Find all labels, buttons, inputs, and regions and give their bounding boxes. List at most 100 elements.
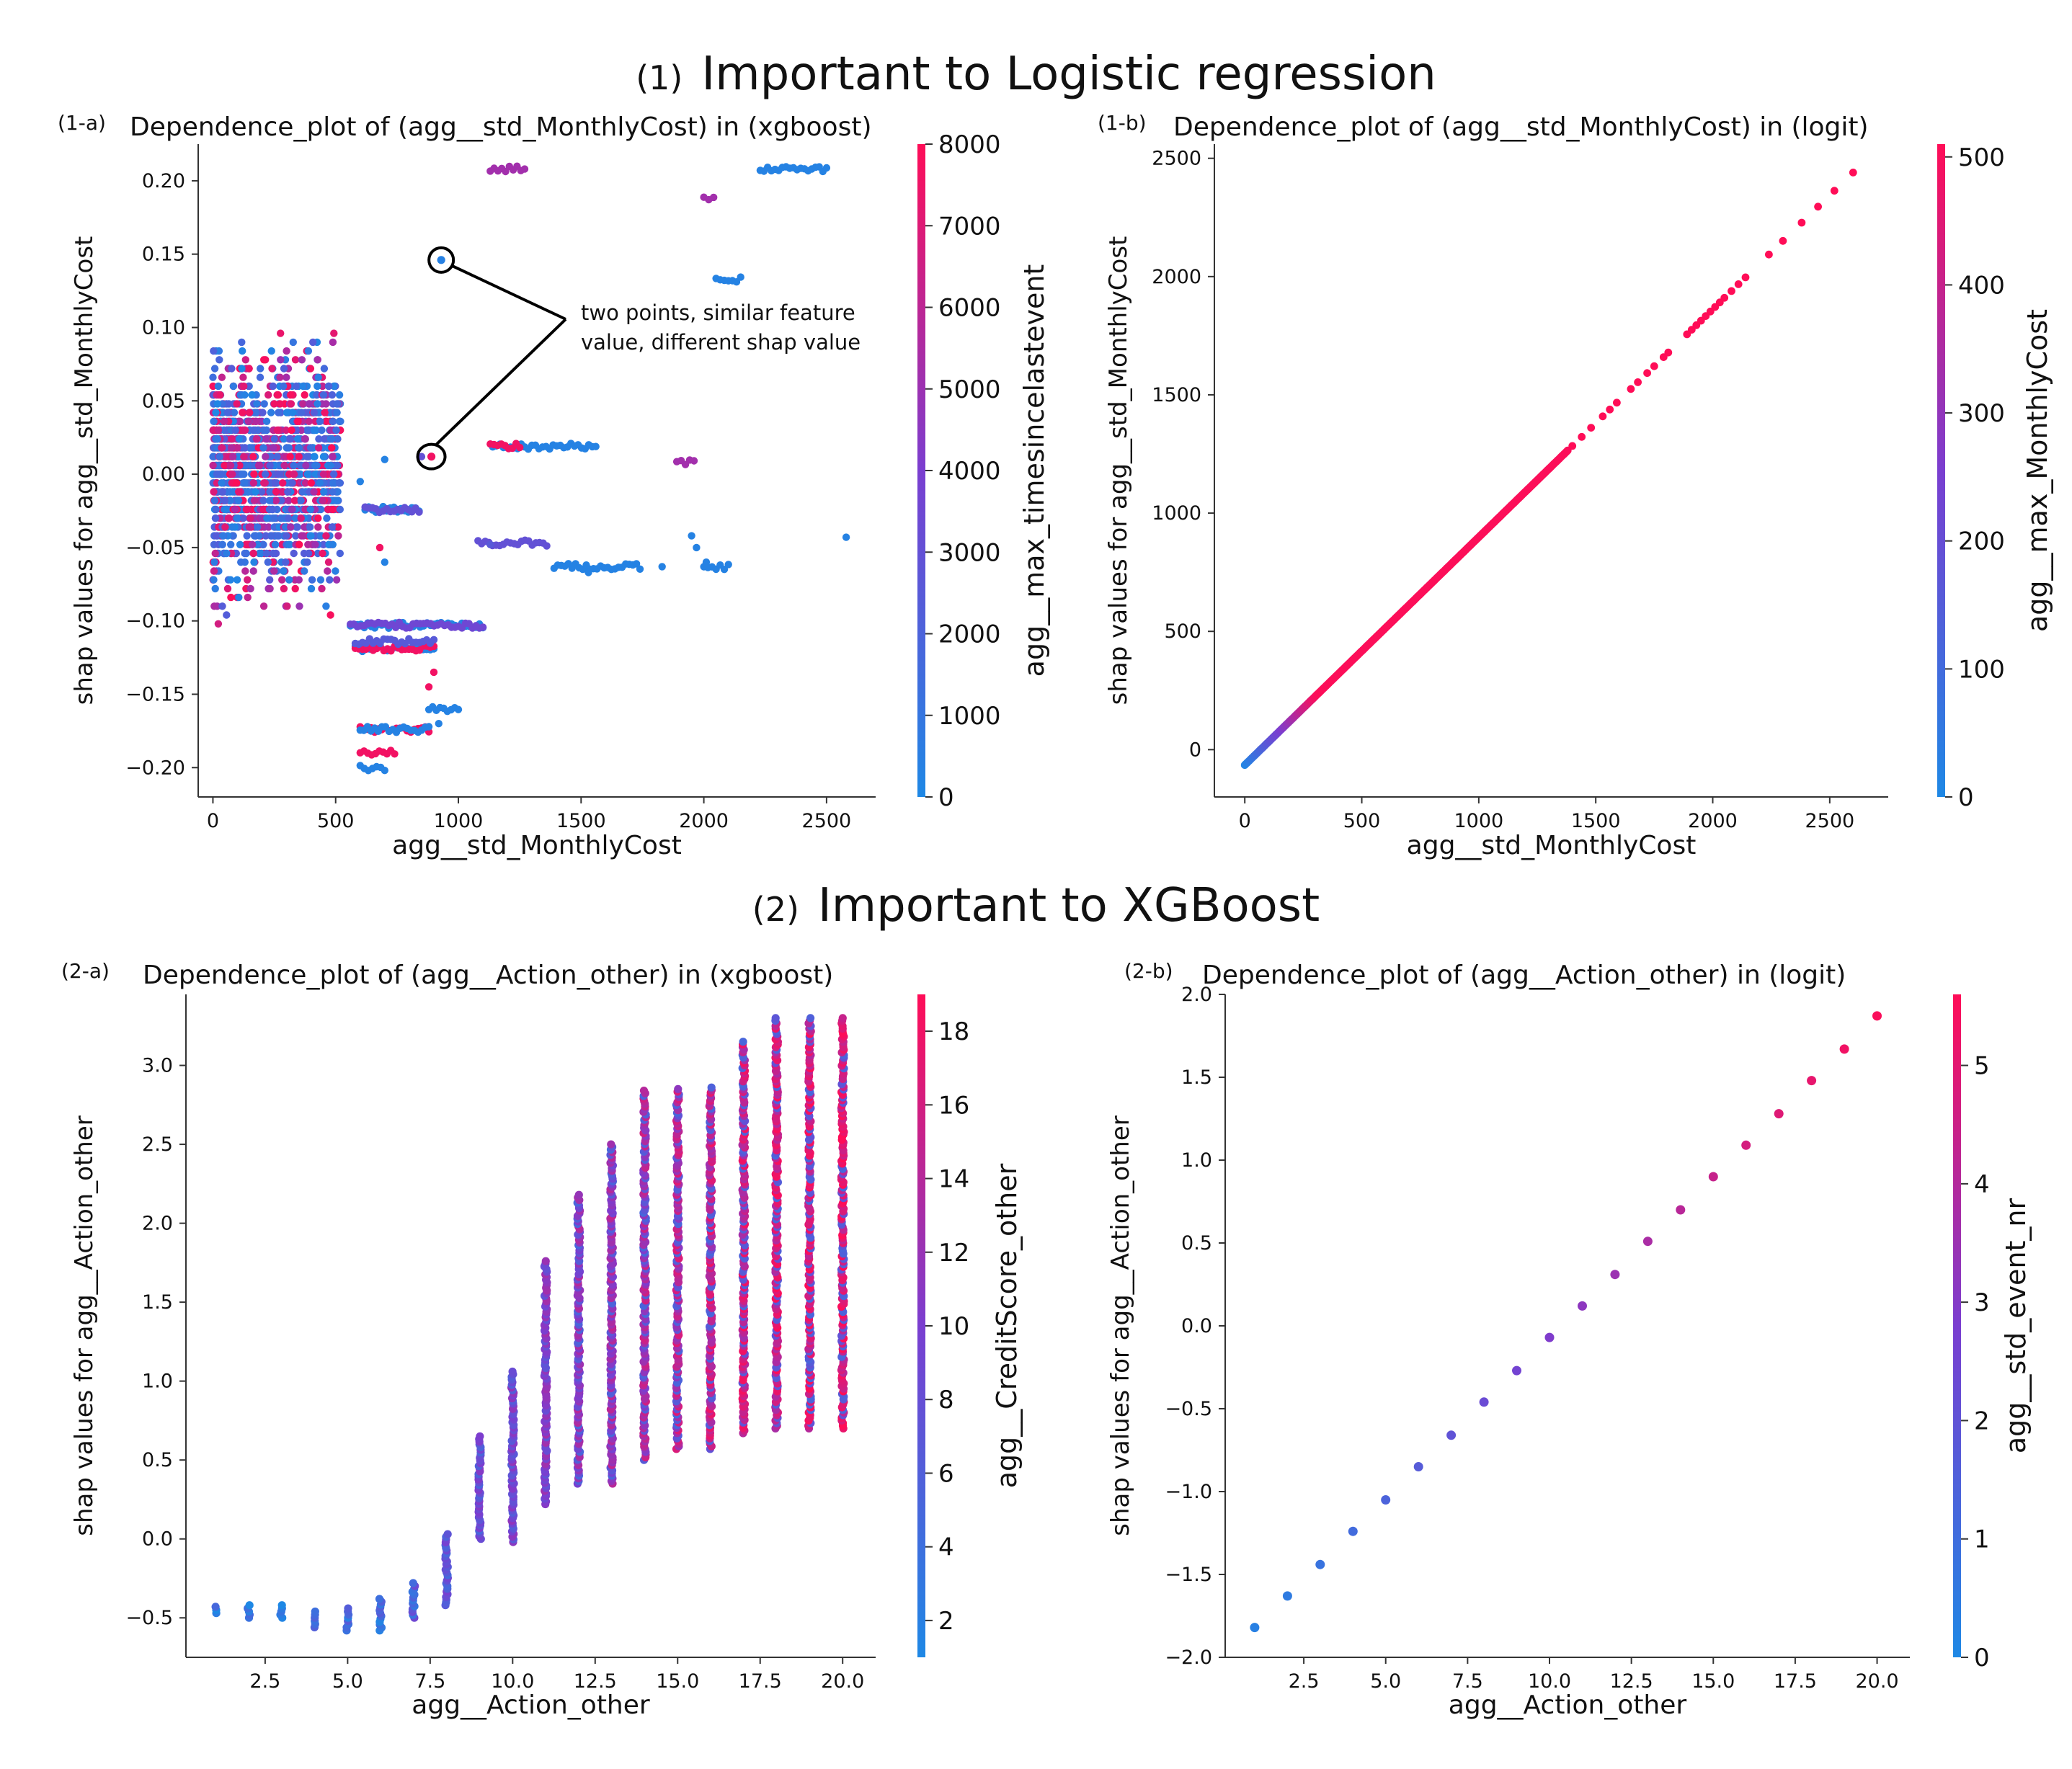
data-point xyxy=(292,382,301,391)
data-point xyxy=(303,426,312,435)
data-point xyxy=(319,391,328,399)
data-point xyxy=(1599,412,1607,421)
data-point xyxy=(276,373,284,381)
y-tick-label: 2500 xyxy=(1152,148,1201,170)
colorbar-tick-label: 100 xyxy=(1958,655,2005,684)
y-tick-label: 0.05 xyxy=(142,390,185,412)
data-point xyxy=(319,549,326,558)
data-point xyxy=(210,417,218,425)
data-point xyxy=(307,532,315,540)
data-point xyxy=(221,523,229,531)
data-point xyxy=(269,549,277,558)
data-point xyxy=(288,426,295,435)
colorbar-tick-label: 6000 xyxy=(938,294,1001,323)
data-point xyxy=(272,488,280,496)
colorbar-label: agg__max_timesincelastevent xyxy=(1018,264,1050,677)
data-point xyxy=(335,391,344,399)
data-point xyxy=(308,576,316,584)
data-point xyxy=(270,435,278,443)
data-point xyxy=(329,488,337,496)
data-point xyxy=(313,391,321,399)
annotation-arrow xyxy=(435,318,567,447)
data-point xyxy=(223,409,231,416)
data-point xyxy=(266,576,274,584)
x-tick-label: 5.0 xyxy=(1370,1670,1401,1693)
section-title-1: (1) Important to Logistic regression xyxy=(0,48,2072,101)
data-point xyxy=(356,478,364,486)
data-point xyxy=(702,558,711,566)
data-point xyxy=(415,508,423,516)
data-point xyxy=(424,683,433,691)
data-point xyxy=(1446,1430,1457,1440)
data-point xyxy=(282,558,290,566)
data-point xyxy=(216,391,224,399)
data-point xyxy=(336,549,344,558)
data-point xyxy=(305,417,313,425)
y-tick-label: 0.20 xyxy=(142,170,185,192)
data-point xyxy=(1643,369,1652,378)
data-point xyxy=(259,505,267,514)
data-point xyxy=(298,409,306,416)
data-point xyxy=(235,488,243,496)
data-point xyxy=(249,453,257,460)
data-point xyxy=(280,567,288,575)
data-point xyxy=(291,584,299,593)
data-point xyxy=(275,409,283,416)
data-point xyxy=(328,391,337,399)
data-point xyxy=(838,1014,847,1022)
data-point xyxy=(260,426,268,435)
data-point xyxy=(1728,287,1735,295)
data-point xyxy=(302,461,310,470)
data-point xyxy=(233,576,241,584)
data-point xyxy=(211,549,219,558)
data-point xyxy=(381,455,388,463)
x-tick-label: 12.5 xyxy=(1610,1670,1653,1693)
data-point xyxy=(1708,1172,1718,1182)
data-point xyxy=(316,576,325,584)
data-point xyxy=(259,602,268,610)
data-point xyxy=(228,470,236,478)
data-point xyxy=(260,400,268,408)
data-point xyxy=(430,668,438,677)
data-point xyxy=(257,488,266,496)
data-point xyxy=(319,470,328,478)
data-point xyxy=(1814,202,1823,211)
data-point xyxy=(233,400,241,408)
x-axis-label: agg__Action_other xyxy=(412,1690,650,1720)
chart-2b: 2.5 5.0 7.5 10.0 12.5 15.0 17.5 20.0−2.0−1.5−1.… xyxy=(1106,959,2032,1720)
data-point xyxy=(235,593,243,602)
data-point xyxy=(479,623,487,631)
data-point xyxy=(1720,293,1729,302)
y-tick-label: 0.00 xyxy=(142,463,185,486)
data-point xyxy=(260,479,268,487)
data-point xyxy=(252,417,260,425)
data-point xyxy=(319,540,327,548)
data-point xyxy=(315,435,323,443)
data-point xyxy=(214,426,223,435)
x-tick-label: 2.5 xyxy=(1289,1670,1320,1693)
y-tick-label: 2.0 xyxy=(142,1213,173,1235)
data-point xyxy=(322,417,331,425)
data-point xyxy=(314,523,322,531)
data-point xyxy=(324,382,333,391)
x-tick-label: 7.5 xyxy=(414,1670,445,1693)
chart-2a: 2.5 5.0 7.5 10.0 12.5 15.0 17.5 20.0 −0.5 0.0 0.5 1… xyxy=(61,959,1023,1720)
x-tick-label: 1500 xyxy=(1571,810,1621,832)
data-point xyxy=(239,347,246,355)
chart-title: Dependence_plot of (agg__std_MonthlyCost… xyxy=(130,112,872,142)
data-point xyxy=(1512,1365,1521,1376)
data-point xyxy=(334,488,342,496)
data-point xyxy=(267,347,275,355)
y-tick-label: 0.0 xyxy=(142,1528,173,1551)
data-point xyxy=(424,723,433,731)
data-point xyxy=(454,705,463,713)
data-point xyxy=(318,584,326,593)
data-point xyxy=(238,470,246,478)
data-point xyxy=(266,584,274,593)
data-point xyxy=(332,567,339,575)
data-point xyxy=(289,409,297,416)
data-point xyxy=(311,1607,319,1616)
data-point xyxy=(277,329,285,337)
data-point xyxy=(1381,1495,1391,1505)
